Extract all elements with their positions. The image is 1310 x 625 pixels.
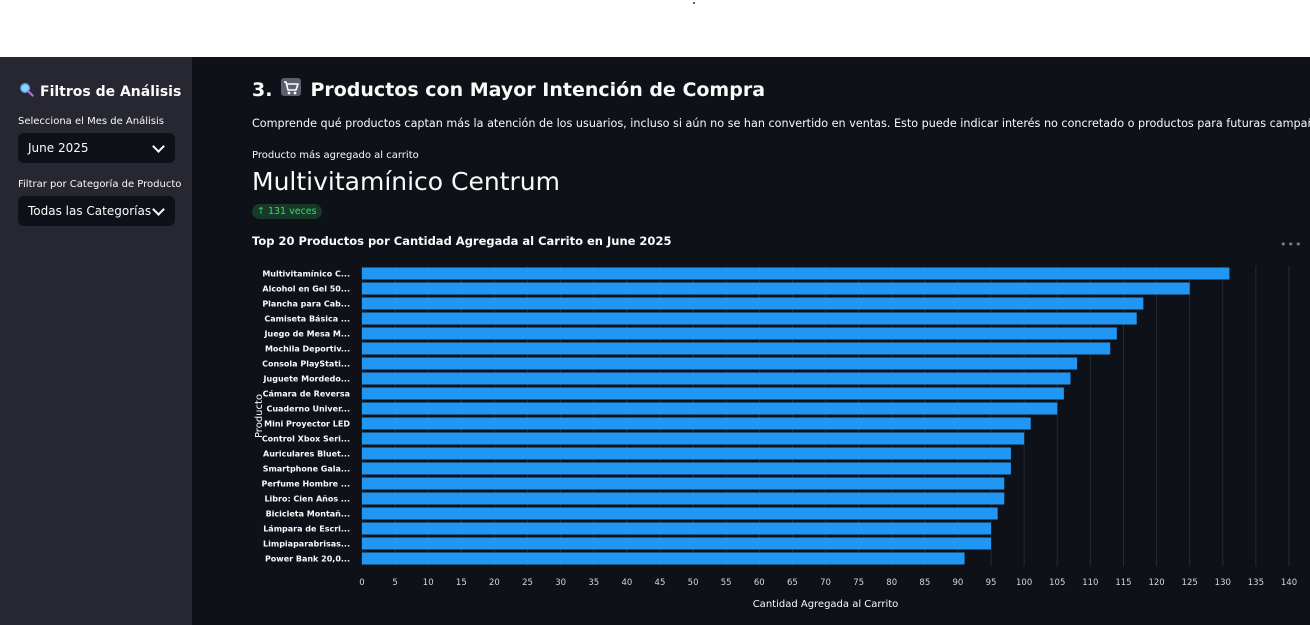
x-tick-label: 35: [588, 578, 599, 588]
y-tick-label: Camiseta Básica ...: [264, 315, 350, 324]
metric-label: Producto más agregado al carrito: [252, 150, 419, 161]
x-tick-label: 15: [456, 578, 467, 588]
y-tick-label: Mini Proyector LED: [264, 420, 350, 429]
y-tick-label: Plancha para Cab...: [262, 300, 350, 309]
bar: [362, 267, 1230, 280]
metric-delta-badge: ↑ 131 veces: [252, 204, 322, 219]
y-tick-label: Libro: Cien Años ...: [264, 495, 350, 504]
heading-text: Productos con Mayor Intención de Compra: [310, 78, 766, 101]
bar: [362, 387, 1064, 400]
bar: [362, 282, 1190, 295]
chevron-down-icon: [152, 139, 165, 153]
sidebar-title: Filtros de Análisis: [19, 82, 181, 101]
x-tick-label: 40: [621, 578, 632, 588]
shopping-cart-icon: [280, 77, 302, 102]
x-tick-label: 5: [392, 578, 397, 588]
x-tick-label: 55: [721, 578, 732, 588]
bar: [362, 552, 965, 565]
heading-number: 3.: [252, 78, 273, 101]
bar: [362, 402, 1058, 415]
month-select-value: June 2025: [28, 141, 89, 155]
bar: [362, 432, 1025, 445]
top-header: [0, 0, 1310, 57]
chart-title: Top 20 Productos por Cantidad Agregada a…: [252, 234, 672, 248]
metric-value: Multivitamínico Centrum: [252, 167, 561, 196]
y-tick-label: Cámara de Reversa: [263, 390, 350, 399]
section-description: Comprende qué productos captan más la at…: [252, 117, 1310, 130]
y-axis-title: Producto: [254, 394, 265, 438]
x-tick-label: 110: [1082, 578, 1098, 588]
y-tick-label: Consola PlayStati...: [262, 360, 350, 369]
bar: [362, 297, 1144, 310]
bar: [362, 447, 1011, 460]
bar: [362, 522, 992, 535]
x-tick-label: 70: [820, 578, 831, 588]
y-tick-label: Bicicleta Montañ...: [266, 510, 350, 519]
y-tick-label: Juguete Mordedo...: [263, 375, 350, 384]
y-tick-label: Control Xbox Seri...: [262, 435, 350, 444]
y-tick-label: Multivitamínico C...: [262, 270, 350, 279]
bar: [362, 477, 1005, 490]
y-tick-label: Perfume Hombre ...: [262, 480, 350, 489]
x-tick-label: 0: [359, 578, 364, 588]
bar: [362, 492, 1005, 505]
y-tick-label: Lámpara de Escri...: [263, 525, 350, 534]
bar: [362, 312, 1137, 325]
x-tick-label: 60: [754, 578, 765, 588]
status-dot: [693, 2, 695, 4]
more-options-icon[interactable]: •••: [1280, 238, 1303, 251]
x-tick-label: 120: [1148, 578, 1164, 588]
x-tick-label: 20: [489, 578, 500, 588]
y-tick-label: Cuaderno Univer...: [266, 405, 350, 414]
metric-delta-text: 131 veces: [267, 206, 317, 217]
x-tick-label: 85: [919, 578, 930, 588]
x-tick-label: 80: [886, 578, 897, 588]
month-select[interactable]: June 2025: [18, 133, 175, 163]
bar: [362, 462, 1011, 475]
y-tick-label: Alcohol en Gel 50...: [262, 285, 350, 294]
category-select-value: Todas las Categorías: [28, 204, 152, 218]
x-axis-title: Cantidad Agregada al Carrito: [753, 599, 899, 610]
bar: [362, 417, 1031, 430]
chevron-down-icon: [152, 202, 165, 216]
category-select[interactable]: Todas las Categorías: [18, 196, 175, 226]
x-tick-label: 95: [986, 578, 997, 588]
x-tick-label: 90: [953, 578, 964, 588]
x-tick-label: 100: [1016, 578, 1032, 588]
arrow-up-icon: ↑: [257, 206, 265, 217]
bar: [362, 357, 1078, 370]
magnifier-icon: [19, 82, 34, 101]
x-tick-label: 140: [1281, 578, 1297, 588]
bar: [362, 327, 1117, 340]
x-tick-label: 130: [1215, 578, 1231, 588]
y-tick-label: Limpiaparabrisas...: [263, 540, 350, 549]
y-tick-label: Auriculares Bluet...: [263, 450, 350, 459]
month-label: Selecciona el Mes de Análisis: [18, 116, 164, 127]
x-tick-label: 45: [655, 578, 666, 588]
sidebar-title-text: Filtros de Análisis: [40, 83, 182, 100]
x-tick-label: 135: [1248, 578, 1264, 588]
x-tick-label: 115: [1115, 578, 1131, 588]
bar: [362, 372, 1071, 385]
main-content: 3. Productos con Mayor Intención de Comp…: [192, 57, 1310, 625]
bar: [362, 507, 998, 520]
bar: [362, 342, 1111, 355]
y-tick-label: Smartphone Gala...: [263, 465, 350, 474]
y-tick-label: Mochila Deportiv...: [265, 345, 350, 354]
x-tick-label: 30: [555, 578, 566, 588]
category-label: Filtrar por Categoría de Producto: [18, 179, 182, 190]
bar: [362, 537, 992, 550]
y-tick-label: Juego de Mesa M...: [264, 330, 350, 339]
x-tick-label: 10: [423, 578, 434, 588]
x-tick-label: 65: [787, 578, 798, 588]
x-tick-label: 50: [688, 578, 699, 588]
bar-chart: 0 5 10 15 20 25 30 35 40 45 50 55 60 65 70 75 80 85 90 95 10…: [254, 266, 1297, 610]
sidebar: Filtros de Análisis Selecciona el Mes de…: [0, 57, 192, 625]
section-heading: 3. Productos con Mayor Intención de Comp…: [252, 77, 765, 102]
y-tick-label: Power Bank 20,0...: [265, 555, 350, 564]
x-tick-label: 25: [522, 578, 533, 588]
x-tick-label: 75: [853, 578, 864, 588]
x-tick-label: 105: [1049, 578, 1065, 588]
x-tick-label: 125: [1182, 578, 1198, 588]
